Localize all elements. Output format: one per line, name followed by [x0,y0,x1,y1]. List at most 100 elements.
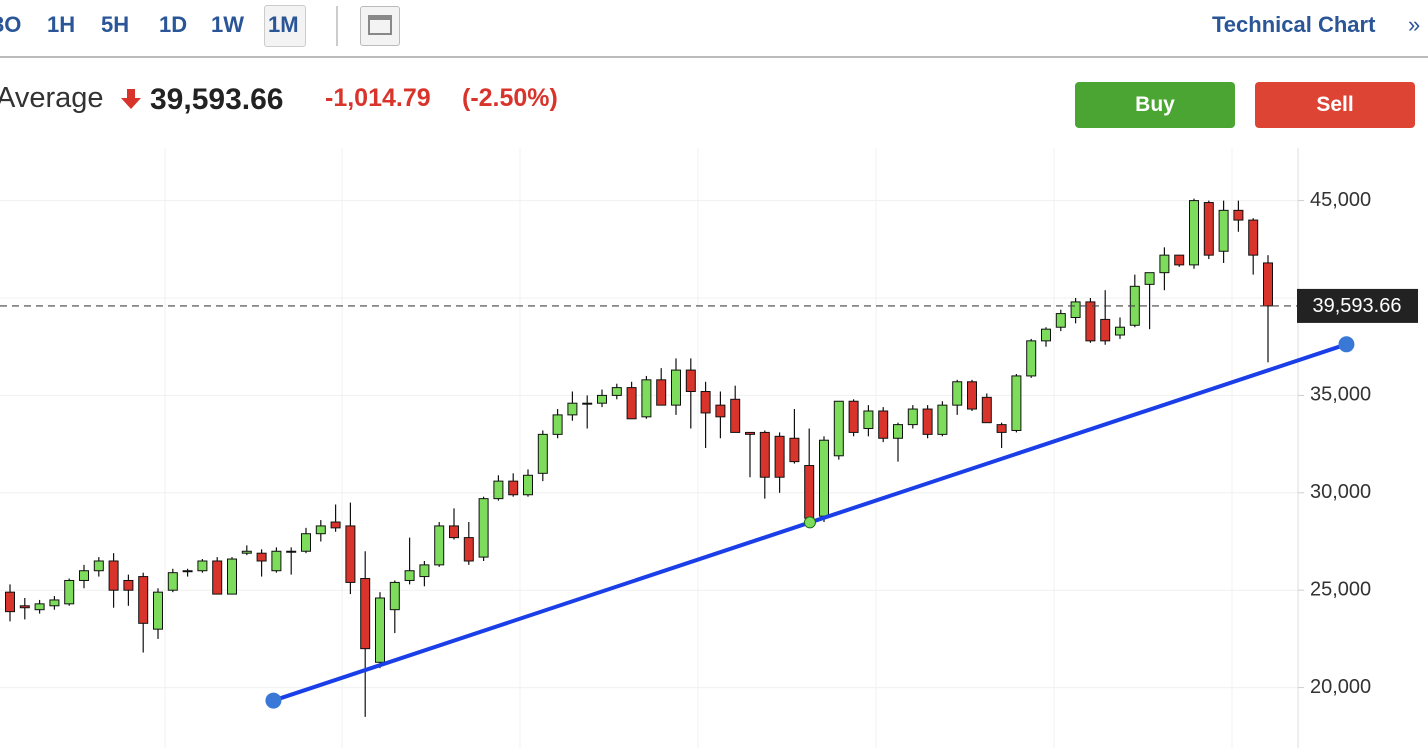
candle-body [981,396,992,424]
technical-chart-link[interactable]: Technical Chart [1212,12,1376,37]
chart: 20,00025,00030,00035,00040,00045,00039,5… [0,148,1418,748]
candle-body [301,533,311,552]
candle-body [1144,272,1155,285]
candle-body [64,579,75,605]
candle-body [804,465,815,519]
candle-body [774,435,785,478]
candle-body [1055,313,1066,328]
candle-body [345,525,356,583]
candle-body [1159,254,1170,274]
candle-body [197,560,208,572]
candle-body [552,414,563,435]
candle-body [449,525,459,539]
change: -1,014.79 [325,84,431,112]
candle-body [996,424,1007,433]
candle-body [434,525,445,566]
candle-body [730,398,741,433]
candle-body [745,431,755,435]
candle-body [952,381,963,406]
candle-body [567,402,578,416]
layout-icon[interactable] [360,6,400,46]
candle-body [597,394,607,404]
candle-body [671,369,681,406]
candle-body [5,591,15,613]
candle-body [611,387,622,396]
candle-body [182,570,193,573]
candle-body [389,581,400,611]
candle-body [1041,328,1051,342]
candle-body [1218,209,1229,252]
interval-button[interactable]: 5H [101,12,130,37]
candle-body [922,408,933,435]
candle-body [404,570,415,581]
candle-body [1070,301,1081,318]
candle-body [108,560,119,591]
sell-button[interactable]: Sell [1255,82,1415,128]
candle-body [582,402,593,405]
candle-body [759,431,770,478]
candle-body [167,572,178,591]
interval-button[interactable]: 1W [211,12,244,37]
candle-body [907,408,918,426]
candle-body [1026,340,1037,377]
candle-body [212,560,223,595]
active-interval[interactable] [264,5,306,47]
candle-body [478,498,489,558]
candle-body [463,537,474,562]
candle-body [286,550,297,553]
candle-body [819,439,829,517]
y-tick-label: 45,000 [1310,189,1371,211]
candle-body [138,576,149,624]
candle-body [241,550,252,554]
candle-body [1115,326,1125,336]
candle-body [508,480,519,496]
candle-body [656,379,667,406]
candle-body [493,480,504,500]
y-tick-label: 35,000 [1310,384,1371,406]
candle-body [967,381,977,410]
trendline-handle [265,692,282,709]
interval-button[interactable]: 3O [0,12,22,37]
candle-body [848,400,859,433]
candle-body [1189,200,1199,266]
link-arrow: » [1408,12,1421,37]
candle-body [863,410,874,430]
candle-body [227,558,237,595]
interval-button[interactable]: 1D [159,12,188,37]
price: 39,593.66 [150,83,284,116]
trendline-anchor [803,516,816,529]
candle-body [1011,375,1022,431]
instrument-name: Average [0,82,104,114]
candle-body [330,521,341,529]
last-price-label: 39,593.66 [1313,295,1402,317]
candle-body [523,474,533,496]
interval-button[interactable]: 1H [47,12,76,37]
candle-body [79,570,89,581]
candle-body [893,424,903,439]
candle-body [1263,262,1273,307]
last-price-box [1297,288,1418,323]
candle-body [153,591,163,630]
candle-body [419,564,430,578]
y-tick-label: 20,000 [1310,676,1371,698]
interval-button[interactable]: 1M [268,12,299,37]
change-pct: (-2.50%) [462,84,558,112]
candle-body [49,599,60,607]
candle-body [123,579,134,591]
candle-body [878,410,889,439]
candle-body [833,400,844,457]
candle-body [641,379,652,418]
separator [336,6,338,46]
candle-body [700,391,711,414]
buy-button[interactable]: Buy [1075,82,1235,128]
candle-body [937,404,948,435]
candle-body [375,597,385,663]
candle-body [715,404,726,418]
candle-body [1248,219,1259,256]
y-tick-label: 30,000 [1310,481,1371,503]
candle-body [685,369,696,393]
trendline-handle [1338,336,1355,353]
candle-body [360,578,371,650]
candle-body [1085,301,1096,342]
